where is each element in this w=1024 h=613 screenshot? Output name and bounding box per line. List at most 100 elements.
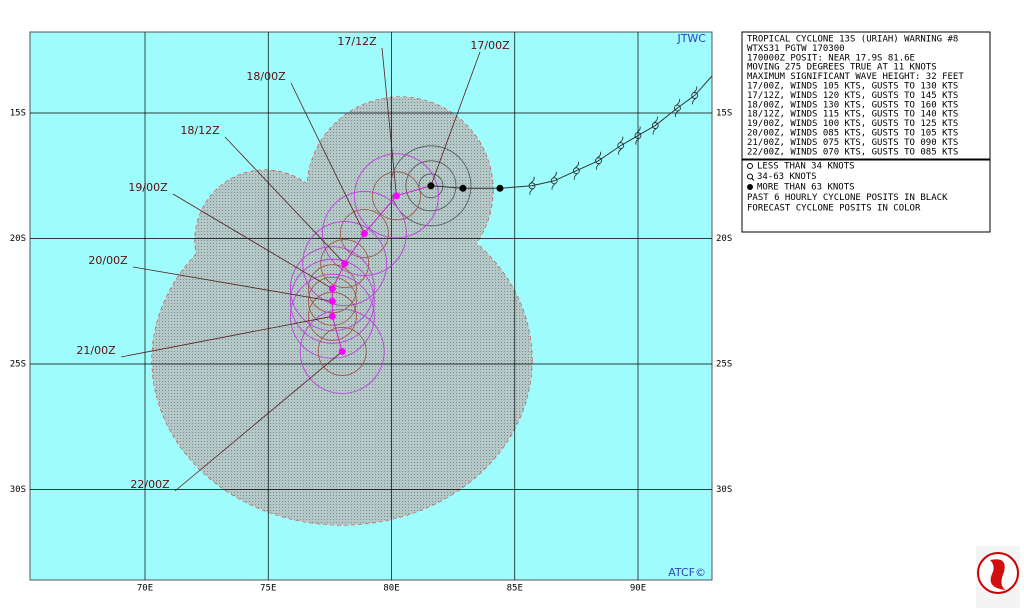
forecast-label: 22/00Z [130,478,170,491]
past-position [496,184,504,192]
legend-box [741,159,991,233]
lat-label: 20S [10,234,26,244]
lon-label: 75E [260,584,276,594]
warning-line: MAXIMUM SIGNIFICANT WAVE HEIGHT: 32 FEET [747,72,964,82]
wind-radius [320,239,370,289]
past-position [572,167,580,175]
past-position [691,92,699,99]
forecast-position [328,285,336,293]
lat-label: 25S [10,360,26,370]
lon-label: 70E [137,584,153,594]
lon-label: 85E [507,584,523,594]
past-position [550,177,558,185]
logo [976,546,1020,608]
warning-line: 20/00Z, WINDS 085 KTS, GUSTS TO 105 KTS [747,129,958,139]
wind-radius [299,309,385,394]
forecast-label: 17/12Z [337,35,377,48]
wind-radius [339,209,389,258]
warning-line: 19/00Z, WINDS 100 KTS, GUSTS TO 125 KTS [747,119,958,129]
label-leader [224,136,345,264]
forecast-position [338,347,346,355]
past-position [617,142,625,150]
wind-radius [307,276,357,326]
warning-line: 17/00Z, WINDS 105 KTS, GUSTS TO 130 KTS [747,82,958,92]
label-leader [174,351,343,492]
wind-radius [289,258,375,344]
forecast-label: 21/00Z [76,344,116,357]
lat-label: 15S [716,109,732,119]
wind-radius [390,145,472,227]
past-symbol [529,176,535,195]
lat-label: 30S [10,485,26,495]
forecast-label: 18/12Z [180,124,220,137]
track [289,75,712,394]
wind-radius [372,171,421,221]
warning-line: TROPICAL CYCLONE 13S (URIAH) WARNING #8 [747,35,958,45]
lat-label: 20S [716,234,732,244]
label-leader [120,315,333,358]
label-leader [430,51,481,186]
forecast-position [392,192,400,200]
wind-radius [321,191,407,276]
wind-radius [302,221,388,307]
forecast-label: 19/00Z [128,181,168,194]
wind-radius [405,160,457,212]
legend-symbol [747,173,755,181]
source-label: JTWC [676,32,706,45]
lon-label: 80E [383,584,399,594]
past-position [595,157,602,165]
wind-radius [289,246,375,332]
warning-line: WTXS31 PGTW 170300 [747,44,845,54]
legend-line: LESS THAN 34 KNOTS [757,162,855,172]
forecast-position [328,297,336,305]
past-symbol [692,86,698,105]
lat-label: 15S [10,109,26,119]
forecast-label: 20/00Z [88,254,128,267]
wind-radius [353,153,439,239]
past-symbol [618,136,624,155]
label-leader [132,266,333,302]
forecast-position [341,260,349,268]
graticule: 15S 15S 20S 20S 25S 25S 30S 30S 70E 75E 80E 85E 90E [10,32,732,594]
forecast-label: 17/00Z [470,39,510,52]
label-leader [172,193,333,290]
past-symbol [551,171,557,190]
lon-label: 90E [630,584,646,594]
lat-label: 25S [716,360,732,370]
legend-symbol [747,163,753,169]
source-label: ATCF© [668,566,706,579]
forecast-label: 18/00Z [246,70,286,83]
warning-line: 170000Z POSIT: NEAR 17.9S 81.6E [747,53,915,63]
forecast-position [360,229,368,237]
past-symbol [635,126,641,145]
warning-line: 22/00Z, WINDS 070 KTS, GUSTS TO 085 KTS [747,147,958,157]
warning-line: 17/12Z, WINDS 120 KTS, GUSTS TO 145 KTS [747,91,958,101]
past-symbol [595,151,602,170]
wind-radius [317,327,367,376]
past-position [528,182,536,190]
wind-radius [418,173,444,199]
past-symbol [652,116,658,135]
past-position [651,122,659,129]
legend-line: PAST 6 HOURLY CYCLONE POSITS IN BLACK [747,193,948,203]
warning-line: 18/00Z, WINDS 130 KTS, GUSTS TO 160 KTS [747,100,958,110]
warning-line: 21/00Z, WINDS 075 KTS, GUSTS TO 090 KTS [747,138,958,148]
past-position [459,184,467,192]
forecast-position [427,182,435,190]
legend-line: FORECAST CYCLONE POSITS IN COLOR [747,204,921,214]
forecast-position [328,312,336,320]
label-leader [381,47,397,196]
lat-label: 30S [716,485,732,495]
past-symbol [573,161,579,180]
label-leader [290,82,365,234]
wind-radius [289,273,375,359]
warning-line: 18/12Z, WINDS 115 KTS, GUSTS TO 140 KTS [747,110,958,120]
legend-symbol [747,184,753,190]
past-position [634,132,642,139]
past-symbol [674,98,681,118]
warning-line: MOVING 275 DEGREES TRUE AT 11 KNOTS [747,63,937,73]
legend-line: MORE THAN 63 KNOTS [757,183,855,193]
warning-box [741,31,991,160]
